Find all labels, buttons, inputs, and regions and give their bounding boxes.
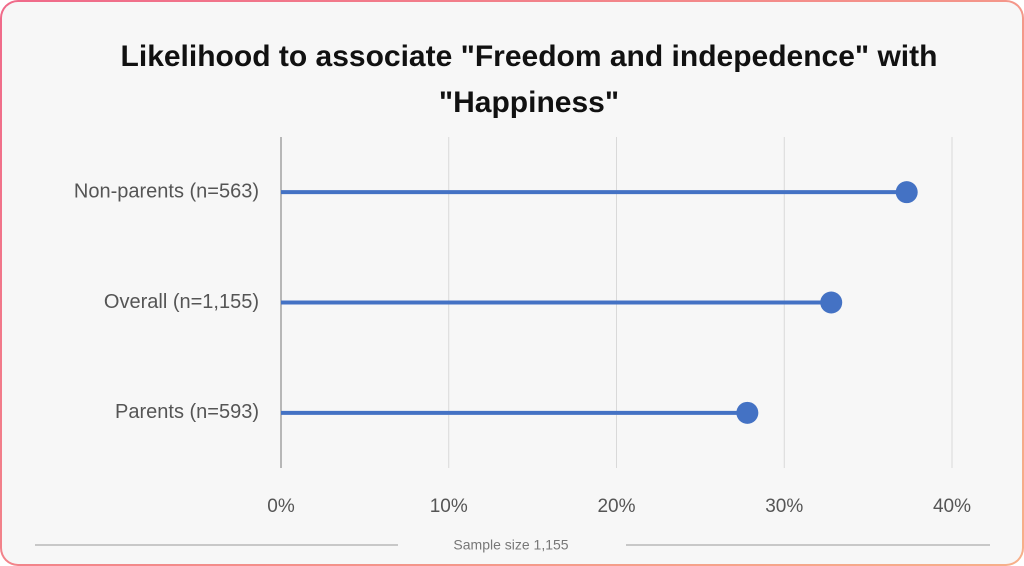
chart-title: Likelihood to associate "Freedom and ind… [120,40,938,119]
dot [736,401,759,424]
x-tick-label: 30% [765,496,803,517]
y-tick-label: Overall (n=1,155) [104,291,259,313]
x-tick-label: 0% [267,496,295,517]
dot [820,291,843,314]
x-tick-label: 20% [597,496,635,517]
x-tick-label: 10% [430,496,468,517]
x-tick-label: 40% [933,496,971,517]
footnote: Sample size 1,155 [453,537,568,553]
y-tick-label: Non-parents (n=563) [74,180,259,202]
dot [895,181,918,204]
y-tick-label: Parents (n=593) [115,401,259,423]
